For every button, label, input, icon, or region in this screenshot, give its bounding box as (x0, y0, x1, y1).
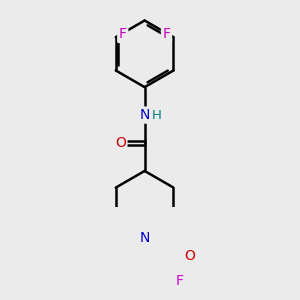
Text: O: O (115, 136, 126, 150)
Text: F: F (163, 28, 170, 41)
Text: F: F (176, 274, 183, 287)
Text: H: H (152, 109, 161, 122)
Text: N: N (140, 108, 150, 122)
Text: O: O (184, 249, 195, 263)
Text: F: F (119, 28, 127, 41)
Text: N: N (140, 231, 150, 244)
